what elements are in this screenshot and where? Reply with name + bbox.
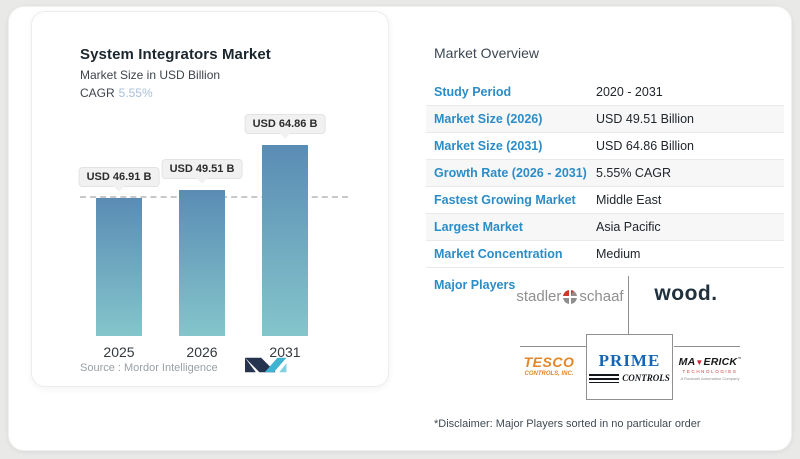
table-row-growth-rate: Growth Rate (2026 - 2031) 5.55% CAGR bbox=[426, 160, 784, 187]
cagr-label: CAGR bbox=[80, 86, 115, 100]
row-value: Asia Pacific bbox=[596, 220, 661, 234]
axis-tick-2031: 2031 bbox=[269, 344, 301, 360]
row-label: Fastest Growing Market bbox=[434, 193, 576, 207]
table-row-market-size-2031: Market Size (2031) USD 64.86 Billion bbox=[426, 133, 784, 160]
prime-controls-row: CONTROLS bbox=[589, 373, 670, 383]
row-value: 2020 - 2031 bbox=[596, 85, 663, 99]
bar-chart: USD 46.91 B 2025 USD 49.51 B 2026 USD 64… bbox=[62, 86, 358, 360]
prime-controls-text: CONTROLS bbox=[622, 373, 670, 383]
disclaimer-text: *Disclaimer: Major Players sorted in no … bbox=[434, 418, 701, 430]
prime-wordmark: PRIME bbox=[598, 351, 661, 370]
maverick-technologies-text: TECHNOLOGIES bbox=[682, 369, 738, 374]
chart-cagr: CAGR 5.55% bbox=[80, 86, 271, 100]
stadler-schaaf-cross-icon bbox=[563, 289, 578, 304]
row-value: USD 49.51 Billion bbox=[596, 112, 694, 126]
chart-subtitle: Market Size in USD Billion bbox=[80, 68, 221, 82]
row-label: Study Period bbox=[434, 85, 512, 99]
chart-header: System Integrators Market Market Size in… bbox=[80, 46, 271, 100]
row-label: Largest Market bbox=[434, 220, 523, 234]
major-players-section: Major Players stadler schaaf wood. TESCO… bbox=[426, 274, 784, 404]
source-attribution: Source : Mordor Intelligence bbox=[80, 362, 218, 374]
logo-grid-right-divider bbox=[674, 346, 740, 347]
chart-footer: Source : Mordor Intelligence bbox=[80, 356, 358, 376]
logo-grid-left-divider bbox=[520, 346, 586, 347]
table-row-study-period: Study Period 2020 - 2031 bbox=[426, 79, 784, 106]
maverick-wordmark: MA▼ERICK™ bbox=[676, 356, 744, 368]
row-label: Market Size (2031) bbox=[434, 139, 543, 153]
row-label: Market Concentration bbox=[434, 247, 563, 261]
prime-controls-logo: PRIME CONTROLS bbox=[586, 334, 673, 400]
table-row-fastest-growing-market: Fastest Growing Market Middle East bbox=[426, 187, 784, 214]
tesco-subline: CONTROLS, INC. bbox=[524, 371, 574, 377]
market-overview-panel: Market Overview Study Period 2020 - 2031… bbox=[426, 45, 784, 430]
bar-2026 bbox=[179, 190, 225, 336]
prime-stripes-icon bbox=[589, 373, 620, 383]
maverick-text-pre: MA bbox=[678, 356, 696, 368]
table-row-market-concentration: Market Concentration Medium bbox=[426, 241, 784, 268]
row-value: Medium bbox=[596, 247, 641, 261]
maverick-triangle-icon: ▼ bbox=[695, 358, 704, 367]
row-label: Growth Rate (2026 - 2031) bbox=[434, 166, 587, 180]
row-value: 5.55% CAGR bbox=[596, 166, 672, 180]
cagr-value: 5.55% bbox=[118, 86, 153, 100]
table-row-market-size-2026: Market Size (2026) USD 49.51 Billion bbox=[426, 106, 784, 133]
tesco-wordmark: TESCO bbox=[523, 354, 575, 370]
wood-logo: wood. bbox=[654, 282, 718, 305]
market-chart-card: System Integrators Market Market Size in… bbox=[31, 11, 389, 387]
bar-2031 bbox=[262, 145, 308, 336]
logo-grid-vertical-divider bbox=[628, 276, 629, 336]
overview-title: Market Overview bbox=[434, 45, 540, 61]
overview-table: Study Period 2020 - 2031 Market Size (20… bbox=[426, 79, 784, 268]
maverick-text-post: ERICK bbox=[703, 356, 738, 368]
bar-value-label: USD 64.86 B bbox=[244, 114, 326, 134]
major-players-label: Major Players bbox=[434, 278, 516, 292]
bar-2025 bbox=[96, 198, 142, 336]
chart-title: System Integrators Market bbox=[80, 46, 271, 63]
maverick-company-text: A Rockwell Automation Company bbox=[680, 375, 740, 381]
axis-tick-2026: 2026 bbox=[186, 344, 218, 360]
row-label: Market Size (2026) bbox=[434, 112, 543, 126]
major-players-logo-grid: stadler schaaf wood. TESCO CONTROLS, INC… bbox=[514, 274, 744, 402]
maverick-trademark: ™ bbox=[737, 356, 742, 361]
mordor-intelligence-logo-icon bbox=[245, 357, 287, 373]
schaaf-text: schaaf bbox=[579, 288, 624, 305]
tesco-controls-logo: TESCO CONTROLS, INC. bbox=[514, 354, 584, 377]
axis-tick-2025: 2025 bbox=[103, 344, 135, 360]
maverick-technologies-logo: MA▼ERICK™ TECHNOLOGIES A Rockwell Automa… bbox=[676, 356, 744, 381]
bar-value-label: USD 46.91 B bbox=[78, 167, 160, 187]
stadler-schaaf-logo: stadler schaaf bbox=[514, 288, 626, 305]
report-card: System Integrators Market Market Size in… bbox=[8, 6, 792, 451]
stadler-text: stadler bbox=[516, 288, 562, 305]
row-value: USD 64.86 Billion bbox=[596, 139, 694, 153]
row-value: Middle East bbox=[596, 193, 662, 207]
table-row-largest-market: Largest Market Asia Pacific bbox=[426, 214, 784, 241]
